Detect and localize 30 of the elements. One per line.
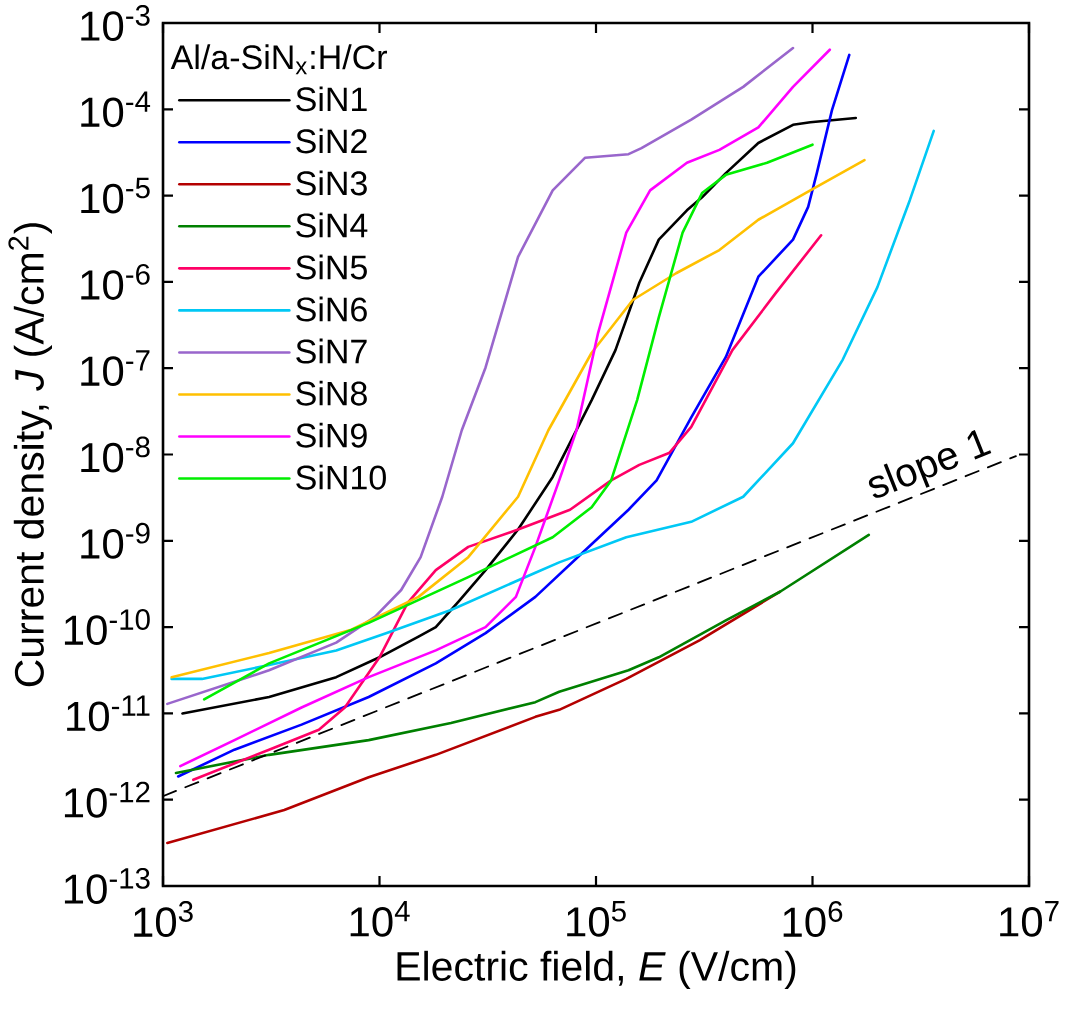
y-tick-label: 10$^{-13}$ bbox=[64, 868, 150, 904]
y-tick-label: 10$^{-3}$ bbox=[81, 5, 150, 41]
y-tick-label: 10$^{-6}$ bbox=[81, 263, 150, 300]
x-tick-label: 10$^{6}$ bbox=[783, 901, 843, 938]
x-tick-label: 10$^{7}$ bbox=[1000, 901, 1059, 937]
x-tick-label: 10$^{4}$ bbox=[350, 901, 410, 937]
x-tick-label: 10$^{5}$ bbox=[567, 901, 626, 937]
y-tick-label: 10$^{-12}$ bbox=[64, 781, 150, 818]
y-axis-title: Current density, J (A/cm$^{2}$) bbox=[8, 223, 52, 687]
legend-label: SiN3 bbox=[296, 170, 367, 196]
legend-label: SiN8 bbox=[296, 380, 367, 406]
legend-label: SiN2 bbox=[296, 128, 367, 154]
x-tick-label: 10$^{3}$ bbox=[134, 901, 193, 938]
y-tick-label: 10$^{-8}$ bbox=[81, 436, 150, 473]
x-axis-title: Electric field, E (V/cm) bbox=[397, 950, 796, 989]
y-tick-label: 10$^{-10}$ bbox=[64, 609, 150, 646]
y-tick-label: 10$^{-5}$ bbox=[81, 177, 150, 214]
legend-label: SiN6 bbox=[296, 296, 367, 322]
legend-label: SiN1 bbox=[296, 86, 367, 112]
legend-label: SiN4 bbox=[296, 212, 368, 238]
legend-title: Al/a-SiN$_{x}$:H/Cr bbox=[170, 44, 388, 75]
legend-label: SiN10 bbox=[296, 464, 386, 490]
y-tick-label: 10$^{-11}$ bbox=[67, 695, 150, 732]
legend-label: SiN9 bbox=[296, 422, 367, 448]
y-tick-label: 10$^{-7}$ bbox=[81, 350, 150, 387]
legend-label: SiN7 bbox=[296, 338, 367, 364]
y-tick-label: 10$^{-4}$ bbox=[81, 91, 151, 128]
annotation: slope 1 bbox=[868, 430, 992, 498]
y-tick-label: 10$^{-9}$ bbox=[81, 522, 150, 559]
legend-label: SiN5 bbox=[296, 254, 367, 280]
